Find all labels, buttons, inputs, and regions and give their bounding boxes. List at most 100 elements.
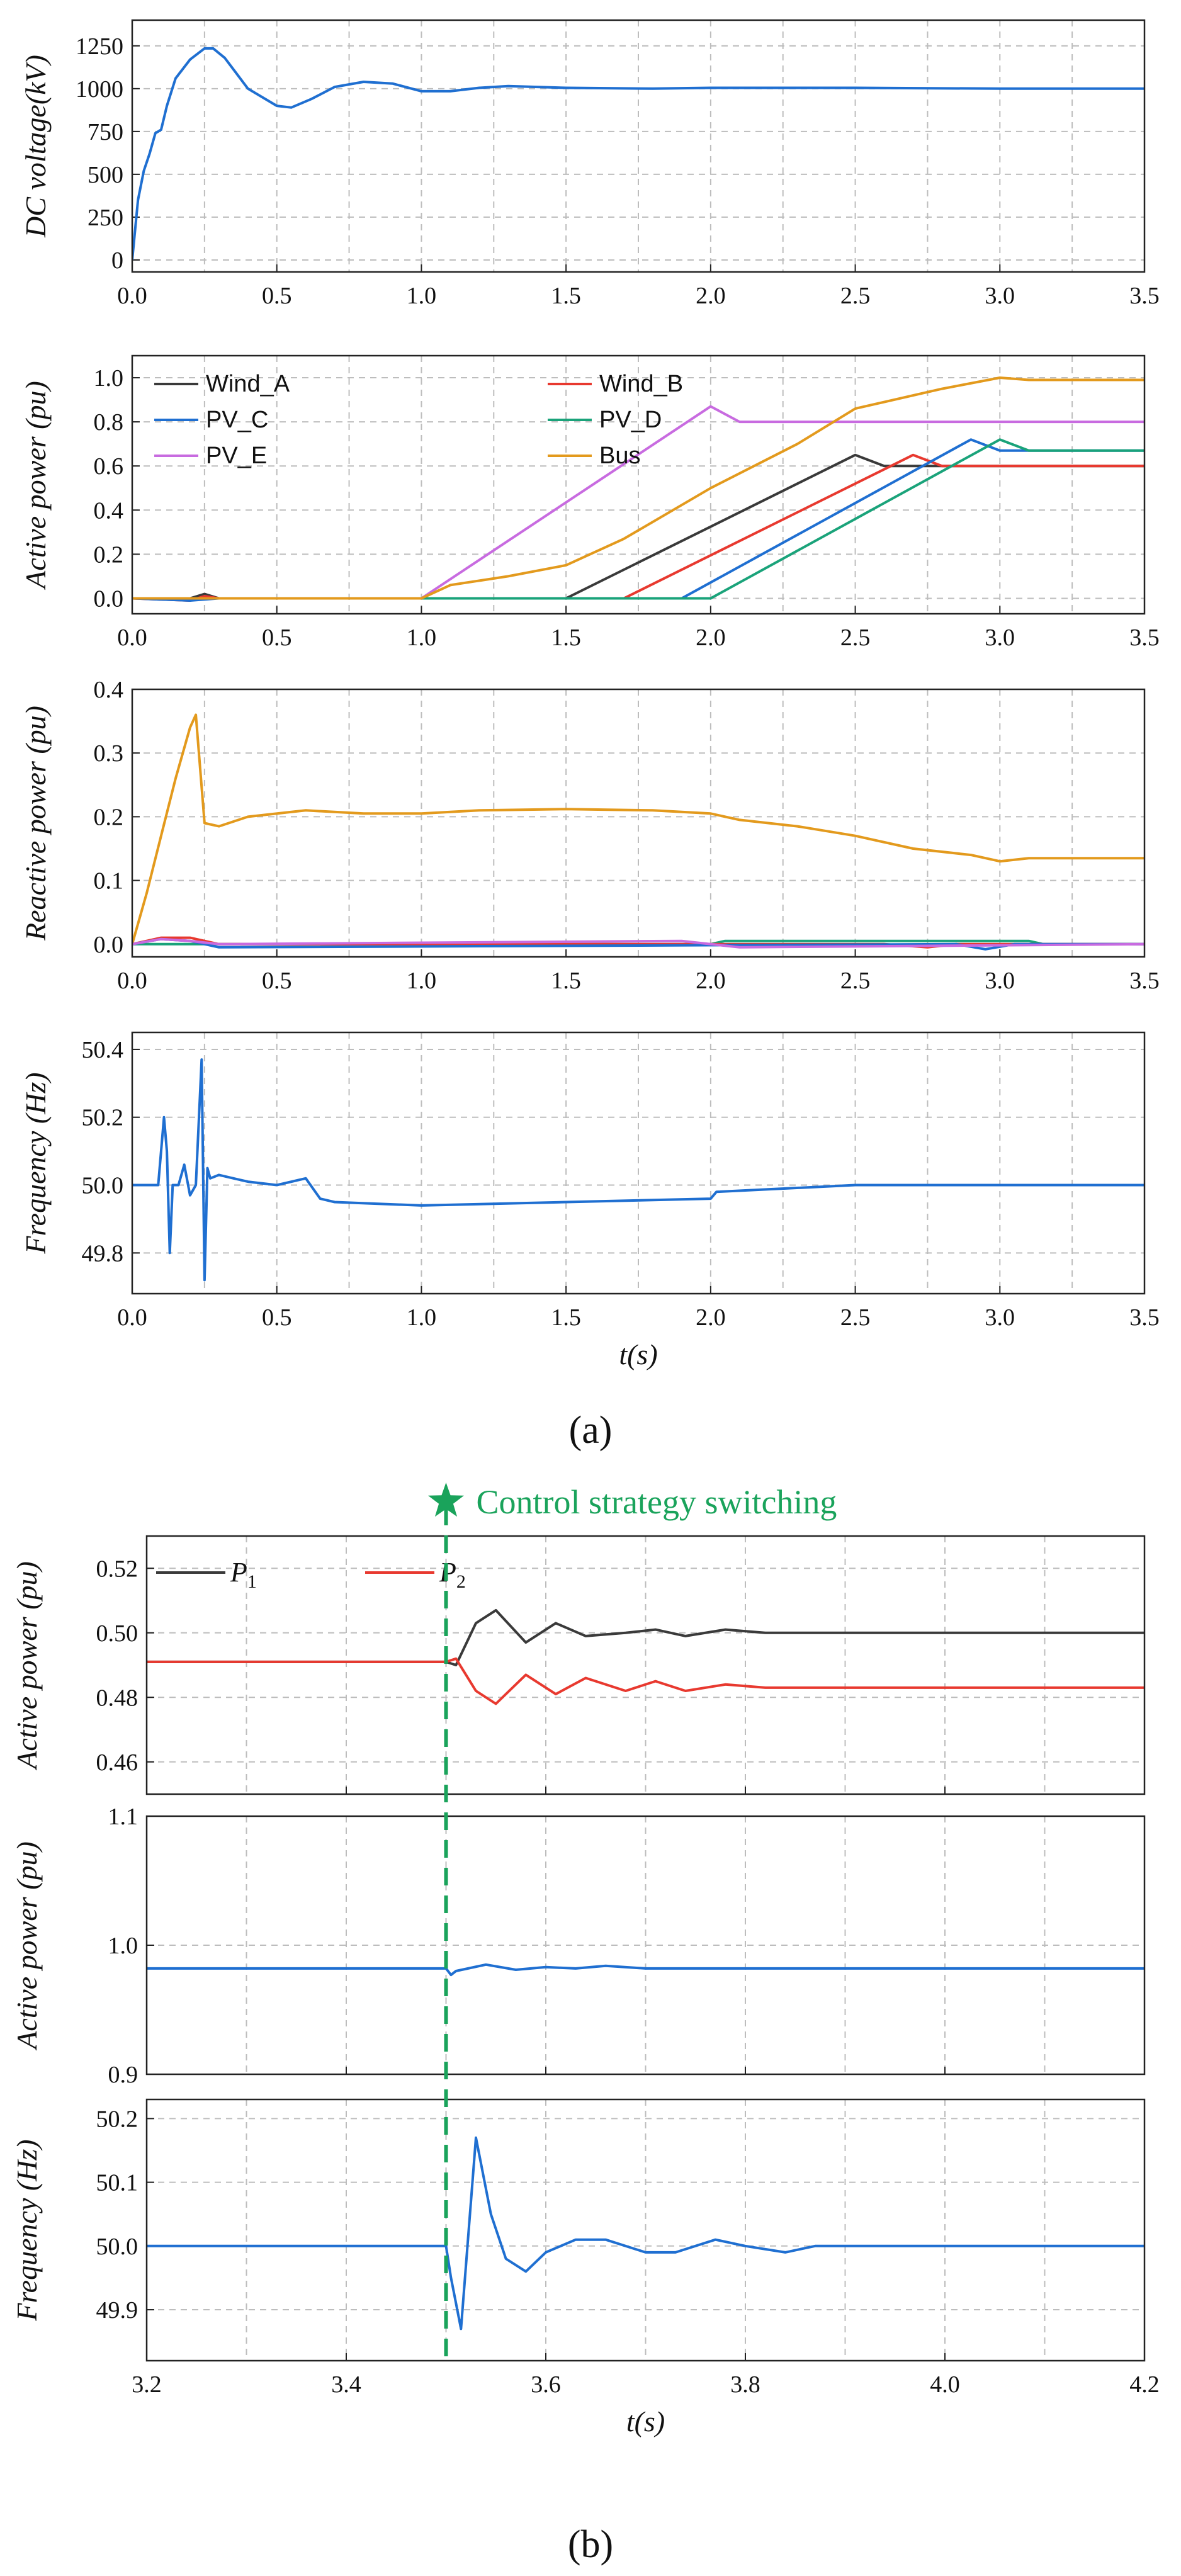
x-tick-label: 4.2 [1129,2371,1160,2398]
y-tick-label: 0.4 [94,677,124,703]
series-line-frequency [132,1058,1144,1282]
y-tick-label: 50.2 [82,1105,124,1131]
y-tick-label: 0.9 [108,2062,138,2088]
panel-b1: 0.46 0.48 0.50 0.52 Active power (pu) P1 P2 [11,1535,1146,1795]
x-tick-label: 0.0 [117,283,147,309]
panel-a2: 0.0 0.2 0.4 0.6 0.8 1.0 0.0 0.5 1.0 1.5 2.0 2.5 3.0 3… [20,354,1160,651]
y-tick-label: 0.4 [94,497,124,524]
x-tick-label: 1.5 [551,624,581,651]
series-line-frequency [147,2136,1144,2330]
legend-entry: PV_E [206,443,267,469]
y-axis-label: Frequency (Hz) [20,1072,52,1254]
x-tick-label: 3.5 [1129,624,1160,651]
caption-b: (b) [568,2523,613,2566]
series-line-active-power [147,1963,1144,1977]
x-tick-label: 0.5 [262,1304,292,1331]
y-tick-label: 50.2 [96,2106,138,2132]
x-tick-label: 2.5 [840,283,871,309]
y-tick-label: 0.2 [94,804,124,830]
plot-frame [145,1815,1146,2076]
y-axis-label: DC voltage(kV) [20,55,52,238]
y-tick-label: 500 [88,162,123,188]
star-icon [428,1483,464,1517]
x-tick-label: 2.0 [696,968,726,994]
x-axis-label: t(s) [619,1338,657,1370]
y-tick-label: 0.2 [94,541,124,568]
y-axis-label: Active power (pu) [11,1561,43,1771]
plot-frame [131,688,1146,958]
legend-entry: Bus [599,443,640,469]
x-tick-label: 3.0 [985,624,1015,651]
y-tick-label: 1000 [76,76,123,103]
y-tick-label: 49.8 [82,1240,124,1267]
panel-a4: 49.8 50.0 50.2 50.4 0.0 0.5 1.0 1.5 2.0 2.5 3.0 3.5… [20,1031,1160,1370]
x-tick-label: 2.5 [840,1304,871,1331]
panel-a1: 0 250 500 750 1000 1250 0.0 0.5 1.0 1.5 2.0 2.5 3.0 3… [20,19,1160,309]
control-switch-annotation: Control strategy switching [428,1483,837,2361]
plot-frame [131,1031,1146,1295]
y-tick-label: 750 [88,119,123,145]
x-tick-label: 3.0 [985,1304,1015,1331]
legend-entry: PV_D [599,407,662,433]
y-tick-label: 0.0 [94,932,124,958]
series-line-pv-e [132,937,1144,949]
annotation-label: Control strategy switching [477,1483,837,1521]
x-axis-label: t(s) [626,2405,665,2438]
legend-entry: Wind_A [206,371,290,397]
series-line-p1 [147,1608,1144,1666]
x-tick-label: 0.0 [117,968,147,994]
y-tick-label: 1.0 [94,365,124,392]
y-tick-label: 0.0 [94,585,124,612]
x-tick-label: 1.5 [551,968,581,994]
y-tick-label: 0.46 [96,1749,138,1776]
caption-a: (a) [569,1409,613,1452]
x-tick-label: 3.0 [985,283,1015,309]
panel-b2: 0.9 1.0 1.1 Active power (pu) [11,1804,1146,2088]
x-tick-label: 3.2 [132,2371,162,2398]
legend-entry: P2 [439,1557,466,1592]
y-tick-label: 250 [88,205,123,231]
x-tick-label: 0.0 [117,1304,147,1331]
x-tick-label: 2.0 [696,624,726,651]
x-tick-label: 1.5 [551,1304,581,1331]
y-tick-label: 0.48 [96,1685,138,1711]
x-tick-label: 0.5 [262,968,292,994]
legend-entry: P1 [230,1557,257,1592]
x-tick-label: 2.0 [696,1304,726,1331]
series-line-pv-d [132,438,1144,600]
x-tick-label: 1.0 [407,624,437,651]
y-tick-label: 0.52 [96,1556,138,1582]
panel-a3: 0.0 0.1 0.2 0.3 0.4 0.0 0.5 1.0 1.5 2.0 2.5 3.0 3.5 R… [20,677,1160,994]
x-tick-label: 3.5 [1129,283,1160,309]
series-line-dc-voltage [132,47,1144,261]
series-line-bus [132,713,1144,945]
y-tick-label: 50.4 [82,1037,124,1063]
y-tick-label: 49.9 [96,2297,138,2324]
plot-frame [131,19,1146,273]
x-tick-label: 4.0 [930,2371,960,2398]
series-line-p2 [147,1657,1144,1705]
y-tick-label: 0.8 [94,409,124,436]
y-axis-label: Active power (pu) [11,1841,43,2051]
y-axis-label: Active power (pu) [20,381,52,590]
x-tick-label: 1.0 [407,1304,437,1331]
y-axis-label: Frequency (Hz) [11,2139,43,2321]
y-tick-label: 1.1 [108,1804,138,1830]
y-tick-label: 1250 [76,33,123,60]
x-tick-label: 3.6 [531,2371,561,2398]
x-tick-label: 1.5 [551,283,581,309]
y-axis-label: Reactive power (pu) [20,706,52,941]
y-tick-label: 1.0 [108,1933,138,1959]
plot-frame [131,354,1146,615]
x-tick-label: 1.0 [407,968,437,994]
x-tick-label: 2.5 [840,968,871,994]
x-tick-label: 2.5 [840,624,871,651]
legend-entry: PV_C [206,407,268,433]
x-tick-label: 3.5 [1129,1304,1160,1331]
x-tick-label: 1.0 [407,283,437,309]
x-tick-label: 3.5 [1129,968,1160,994]
x-tick-label: 2.0 [696,283,726,309]
x-tick-label: 0.5 [262,624,292,651]
y-tick-label: 50.1 [96,2170,138,2196]
